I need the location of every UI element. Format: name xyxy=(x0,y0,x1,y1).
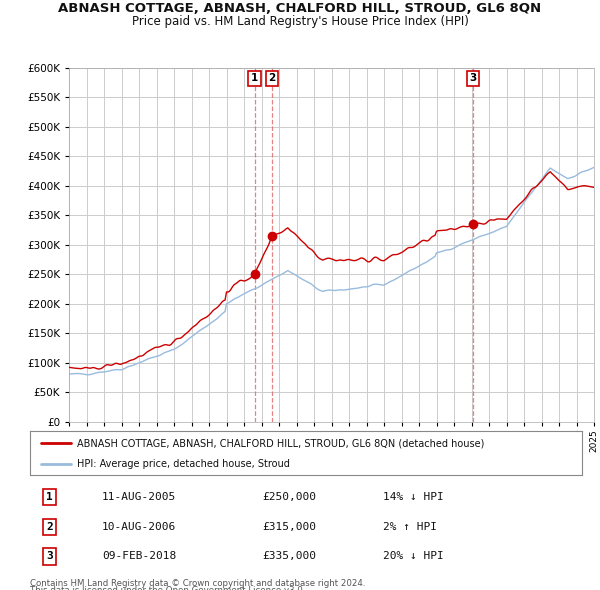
Text: 1: 1 xyxy=(46,492,53,502)
Text: £250,000: £250,000 xyxy=(262,492,316,502)
Text: Price paid vs. HM Land Registry's House Price Index (HPI): Price paid vs. HM Land Registry's House … xyxy=(131,15,469,28)
Text: ABNASH COTTAGE, ABNASH, CHALFORD HILL, STROUD, GL6 8QN: ABNASH COTTAGE, ABNASH, CHALFORD HILL, S… xyxy=(58,2,542,15)
Text: 3: 3 xyxy=(46,552,53,562)
Text: 2: 2 xyxy=(46,522,53,532)
Text: 1: 1 xyxy=(251,73,258,83)
Text: £315,000: £315,000 xyxy=(262,522,316,532)
Text: This data is licensed under the Open Government Licence v3.0.: This data is licensed under the Open Gov… xyxy=(30,586,305,590)
Text: 10-AUG-2006: 10-AUG-2006 xyxy=(102,522,176,532)
Text: £335,000: £335,000 xyxy=(262,552,316,562)
Text: 3: 3 xyxy=(470,73,477,83)
Text: 20% ↓ HPI: 20% ↓ HPI xyxy=(383,552,444,562)
Text: 11-AUG-2005: 11-AUG-2005 xyxy=(102,492,176,502)
Text: 2% ↑ HPI: 2% ↑ HPI xyxy=(383,522,437,532)
Text: 09-FEB-2018: 09-FEB-2018 xyxy=(102,552,176,562)
Text: HPI: Average price, detached house, Stroud: HPI: Average price, detached house, Stro… xyxy=(77,459,290,469)
Text: Contains HM Land Registry data © Crown copyright and database right 2024.: Contains HM Land Registry data © Crown c… xyxy=(30,579,365,588)
Text: 2: 2 xyxy=(268,73,275,83)
Text: ABNASH COTTAGE, ABNASH, CHALFORD HILL, STROUD, GL6 8QN (detached house): ABNASH COTTAGE, ABNASH, CHALFORD HILL, S… xyxy=(77,438,484,448)
Text: 14% ↓ HPI: 14% ↓ HPI xyxy=(383,492,444,502)
